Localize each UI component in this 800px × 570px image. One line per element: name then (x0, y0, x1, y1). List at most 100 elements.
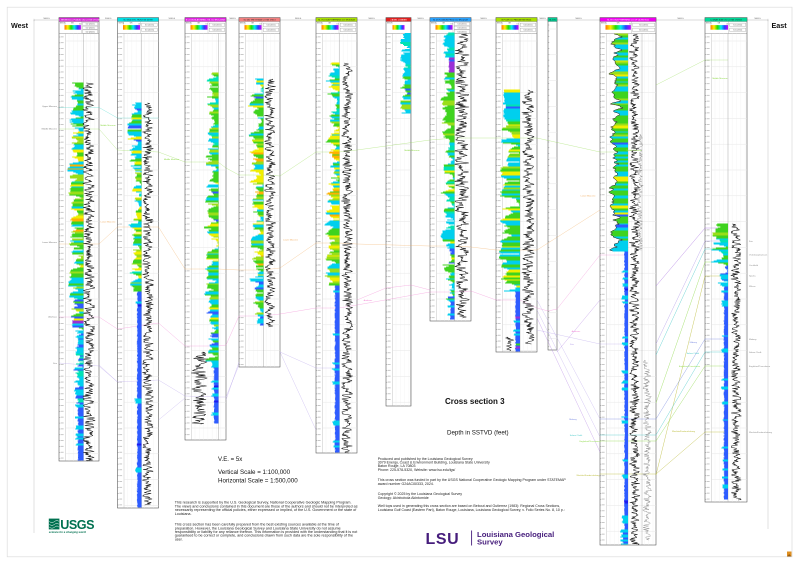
svg-text:Eagleford/Tuscaloosa: Eagleford/Tuscaloosa (679, 365, 701, 368)
svg-text:ILD (ohmm): ILD (ohmm) (639, 30, 648, 32)
svg-text:SL 391 GULF REFINING CO OF LA: SL 391 GULF REFINING CO OF LA SN 9011 (607, 18, 650, 21)
svg-text:ILD (ohmm): ILD (ohmm) (458, 28, 467, 30)
svg-text:150: 150 (260, 24, 263, 26)
svg-text:Baton Rouge, LA 70803: Baton Rouge, LA 70803 (378, 464, 416, 468)
svg-text:This cross section has been ca: This cross section has been carefully pr… (175, 523, 340, 527)
svg-text:Vertical Scale = 1:100,000: Vertical Scale = 1:100,000 (218, 469, 291, 476)
svg-text:150: 150 (337, 24, 340, 26)
svg-text:5000 ft: 5000 ft (105, 17, 112, 20)
svg-text:SSTVD: SSTVD (186, 22, 192, 24)
svg-text:guaranteed to be correct or co: guaranteed to be correct or complete, an… (175, 534, 353, 538)
svg-text:GR: GR (718, 22, 721, 24)
svg-text:Washita/Fredericksburg: Washita/Fredericksburg (749, 431, 773, 434)
svg-text:SSTVD: SSTVD (240, 22, 246, 24)
svg-text:ILD (ohmm): ILD (ohmm) (344, 30, 353, 32)
svg-text:0: 0 (606, 24, 607, 26)
svg-text:5000 ft: 5000 ft (169, 17, 176, 20)
svg-text:Middle Miocene: Middle Miocene (42, 129, 58, 131)
svg-text:0: 0 (711, 24, 712, 26)
svg-text:Vicksburg/Jackson: Vicksburg/Jackson (749, 254, 768, 257)
svg-text:150: 150 (138, 24, 141, 26)
svg-text:Eagleford/Tuscaloosa: Eagleford/Tuscaloosa (749, 365, 771, 368)
svg-text:5000 ft: 5000 ft (754, 17, 761, 20)
svg-text:GR: GR (251, 22, 254, 24)
svg-text:LSU: LSU (426, 531, 460, 548)
svg-text:5000 ft: 5000 ft (295, 17, 302, 20)
svg-text:Phone: 225-578-5320, Website:: Phone: 225-578-5320, Website: www.lsu.ed… (378, 468, 455, 472)
svg-text:Eagleford/Tuscaloosa: Eagleford/Tuscaloosa (579, 440, 601, 443)
svg-text:Frio: Frio (53, 362, 58, 365)
svg-text:5000 ft: 5000 ft (417, 17, 424, 20)
svg-text:150: 150 (629, 24, 632, 26)
svg-text:ILD (ohmm): ILD (ohmm) (213, 25, 222, 27)
svg-text:preparation. However, the Loui: preparation. However, the Louisiana Geol… (175, 526, 341, 530)
svg-text:Middle Miocene: Middle Miocene (100, 125, 116, 127)
svg-text:0: 0 (322, 24, 323, 26)
svg-text:ILD (ohmm): ILD (ohmm) (267, 25, 276, 27)
svg-text:5000 ft: 5000 ft (368, 17, 375, 20)
svg-text:5000 ft: 5000 ft (43, 17, 50, 20)
svg-text:5000 ft: 5000 ft (677, 17, 684, 20)
svg-text:5000 ft: 5000 ft (480, 17, 487, 20)
svg-text:award number G24AC00333, 2024.: award number G24AC00333, 2024. (378, 482, 434, 486)
svg-text:science for a changing world: science for a changing world (49, 530, 86, 534)
svg-text:GR: GR (508, 22, 511, 24)
svg-text:ILD (ohmm): ILD (ohmm) (344, 25, 353, 27)
svg-text:Louisiana Geological: Louisiana Geological (477, 530, 554, 539)
svg-text:0: 0 (245, 24, 246, 26)
svg-text:GR: GR (130, 22, 133, 24)
svg-text:150: 150 (79, 24, 82, 26)
svg-text:ILD (ohmm): ILD (ohmm) (86, 31, 95, 33)
svg-text:East: East (772, 21, 788, 30)
svg-text:Cockfield: Cockfield (749, 265, 759, 267)
svg-text:GR: GR (71, 22, 74, 24)
svg-text:150: 150 (726, 24, 729, 26)
svg-text:ILD (ohmm): ILD (ohmm) (458, 24, 467, 26)
svg-text:5000 ft: 5000 ft (539, 17, 546, 20)
svg-text:5000 ft: 5000 ft (229, 17, 236, 20)
svg-text:LL BRONG LLC PLACID OIL CO SN: LL BRONG LLC PLACID OIL CO SN 177248 (58, 18, 100, 21)
svg-text:ILD (ohmm): ILD (ohmm) (733, 25, 742, 27)
svg-text:This research is supported by: This research is supported by the U.S. G… (175, 501, 352, 505)
svg-text:0: 0 (436, 24, 437, 26)
svg-text:GR: GR (197, 22, 200, 24)
svg-text:Middle Miocene: Middle Miocene (626, 150, 642, 152)
svg-text:150: 150 (206, 24, 209, 26)
svg-text:Washita/Fredericksburg: Washita/Fredericksburg (576, 474, 600, 477)
svg-text:Frio: Frio (749, 240, 754, 243)
svg-text:SSTVD: SSTVD (497, 22, 503, 24)
svg-text:ILD (ohmm): ILD (ohmm) (458, 31, 467, 33)
svg-text:SSTVD: SSTVD (317, 22, 323, 24)
svg-text:The views and conclusions cont: The views and conclusions contained in t… (175, 504, 358, 508)
svg-text:SL 195: SL 195 (549, 19, 556, 21)
svg-text:West: West (11, 21, 29, 30)
svg-text:Lower Miocene: Lower Miocene (101, 221, 117, 224)
svg-text:Middle Miocene: Middle Miocene (404, 150, 420, 152)
svg-text:ILD (ohmm): ILD (ohmm) (86, 28, 95, 30)
svg-text:0: 0 (65, 24, 66, 26)
svg-text:Copyright © 2025 by the Louisi: Copyright © 2025 by the Louisiana Geolog… (378, 492, 462, 496)
svg-text:GR: GR (328, 22, 331, 24)
svg-text:responsibility or liability fo: responsibility or liability for any reli… (175, 530, 358, 534)
svg-text:Lower Miocene: Lower Miocene (283, 238, 299, 241)
svg-text:0: 0 (123, 24, 124, 26)
svg-text:Washita/Fredericksburg: Washita/Fredericksburg (672, 430, 696, 433)
svg-text:SL 340 THE TEXAS CO SN 27313: SL 340 THE TEXAS CO SN 27313 (243, 18, 276, 21)
svg-text:ILD (ohmm): ILD (ohmm) (524, 30, 533, 32)
svg-text:SSTVD: SSTVD (60, 22, 66, 24)
svg-text:V.E. = 5x: V.E. = 5x (218, 456, 242, 463)
svg-text:Anahuac: Anahuac (364, 299, 374, 302)
svg-text:ILD (ohmm): ILD (ohmm) (86, 24, 95, 26)
svg-text:Selma Chalk: Selma Chalk (749, 352, 762, 354)
svg-text:SSTVD: SSTVD (387, 22, 393, 24)
svg-text:Geology: Akinbobola Akintomide: Geology: Akinbobola Akintomide (378, 496, 429, 500)
svg-text:ILD (ohmm): ILD (ohmm) (145, 25, 154, 27)
svg-text:This cross section was funded: This cross section was funded in part by… (378, 478, 567, 482)
svg-text:3079 Energy, Coast & Environme: 3079 Energy, Coast & Environment Buildin… (378, 461, 490, 465)
svg-text:Louisiana Gulf Coast (Eastern: Louisiana Gulf Coast (Eastern Part), Bat… (378, 508, 565, 512)
svg-text:ILD (ohmm): ILD (ohmm) (145, 30, 154, 32)
svg-text:0: 0 (191, 24, 192, 26)
svg-text:150: 150 (451, 24, 454, 26)
svg-text:SSTVD: SSTVD (431, 22, 437, 24)
svg-text:Selma Chalk: Selma Chalk (687, 353, 700, 355)
